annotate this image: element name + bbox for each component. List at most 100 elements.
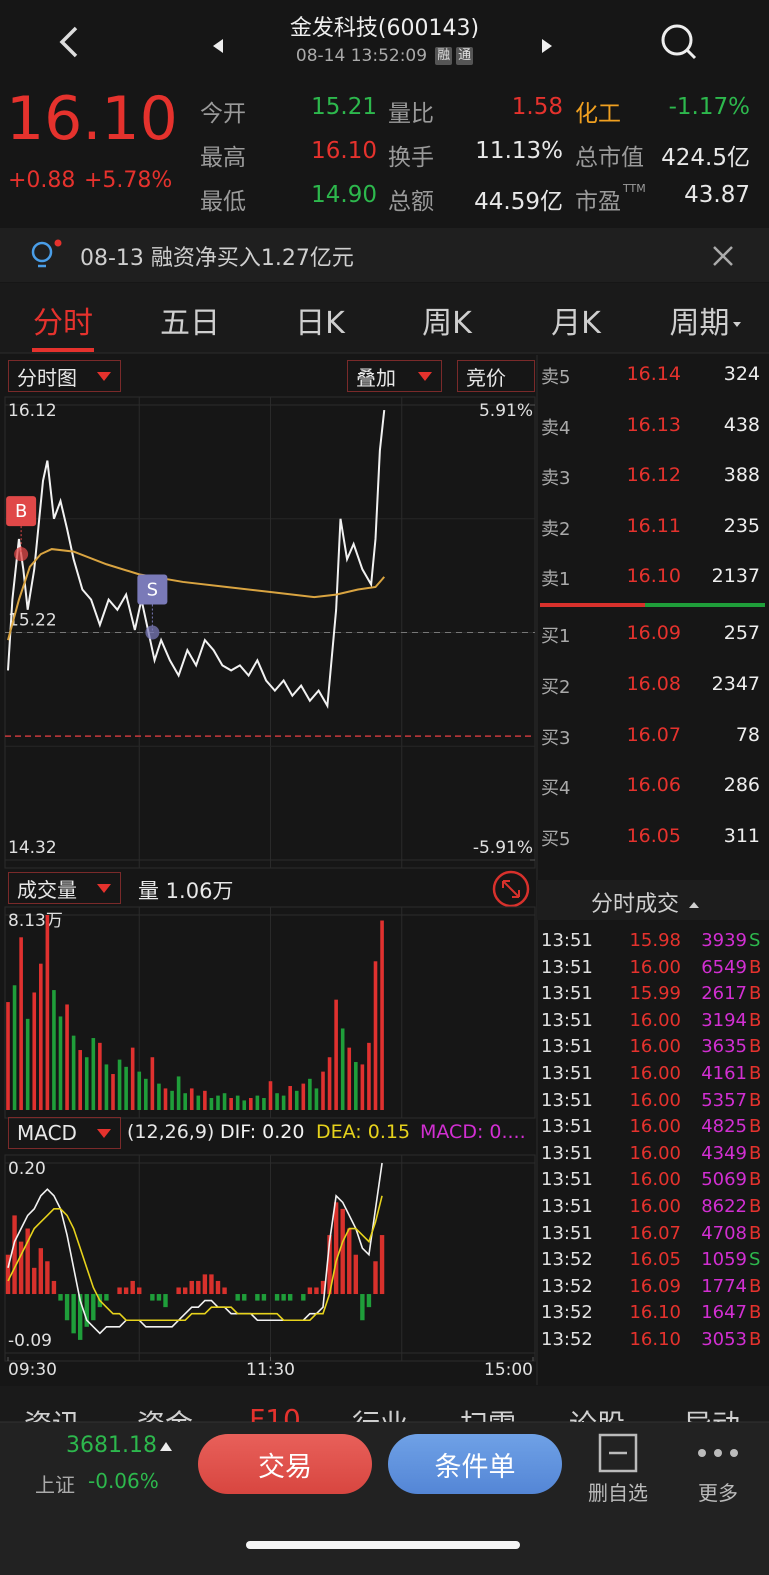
stat-value: 43.87 (684, 182, 750, 208)
volume-bar (45, 915, 50, 1110)
trade-price: 16.10 (629, 1329, 681, 1350)
index-value-box[interactable]: 3681.18 (66, 1433, 172, 1458)
trade-time: 13:52 (541, 1302, 593, 1324)
sub-tab[interactable]: 资金 (115, 1403, 215, 1422)
tab[interactable]: 月K (516, 298, 636, 342)
volume-button[interactable]: 成交量 (8, 872, 121, 904)
macd-bar (163, 1294, 168, 1308)
back-button[interactable] (59, 26, 78, 58)
tab[interactable]: 分时 (3, 298, 123, 342)
volume-bar (111, 1074, 115, 1110)
macd-params: (12,26,9) (127, 1121, 215, 1143)
trade-time: 13:51 (541, 930, 593, 951)
action-button[interactable]: 条件单 (388, 1434, 562, 1494)
trades-title[interactable]: 分时成交 (591, 886, 700, 918)
book-volume: 438 (723, 413, 760, 436)
book-price: 16.12 (626, 464, 681, 486)
chart-mode-button[interactable]: 分时图 (8, 360, 121, 392)
index-value: 3681.18 (66, 1433, 157, 1458)
sub-tab[interactable]: 资讯 (2, 1403, 102, 1422)
book-price: 16.08 (626, 672, 681, 695)
book-price: 16.10 (626, 565, 681, 587)
trade-price: 15.99 (629, 983, 681, 1005)
volume-bar (78, 1050, 82, 1110)
trade-side: B (749, 1063, 762, 1084)
book-price: 16.11 (626, 514, 681, 537)
volume-bar (150, 1057, 155, 1110)
stat-label: 量比 (388, 101, 434, 127)
trade-volume: 3939 (701, 930, 747, 951)
tab-label: 周期 (669, 306, 730, 341)
volume-bar (294, 1090, 299, 1110)
indicator-button[interactable]: MACD (8, 1117, 121, 1149)
caret (418, 371, 432, 381)
stat-value: -1.17% (668, 94, 750, 120)
volume-bar (39, 963, 43, 1110)
trade-volume: 5069 (701, 1169, 747, 1191)
book-volume: 311 (723, 825, 760, 848)
subtab-strip: 资讯资金 F10 行业扫雷论股异动 (0, 1395, 769, 1422)
more-icon[interactable] (698, 1449, 738, 1457)
charts: 16.12 15.22 14.32 5.91% -5.91% B S 8.13万 0.20 -0.… (4, 396, 536, 1380)
action-button[interactable]: 交易 (198, 1434, 372, 1494)
y-tick-label: -0.09 (8, 1331, 52, 1351)
tab-label: 月K (551, 306, 601, 341)
volume-bar (163, 1088, 168, 1110)
stock-title: 金发科技(600143) (289, 16, 480, 41)
sub-tab[interactable]: 异动 (662, 1403, 762, 1422)
bottom-action[interactable]: 删自选 (588, 1481, 648, 1505)
volume-bar (91, 1038, 96, 1110)
trade-volume: 6549 (701, 956, 747, 978)
trade-side: B (749, 1142, 762, 1164)
stat-label: 总额 (388, 189, 434, 215)
sub-tab[interactable]: 行业 (330, 1403, 430, 1422)
volume-bar (203, 1090, 207, 1110)
sub-tab[interactable]: 扫雷 (438, 1403, 538, 1422)
macd-bar (71, 1294, 76, 1334)
trade-side: B (749, 1116, 762, 1138)
volume-bar (321, 1071, 325, 1110)
tab[interactable]: 周期 (645, 298, 765, 342)
remove-icon[interactable] (598, 1433, 638, 1473)
stat-label: 最高 (200, 145, 246, 171)
trade-side: B (749, 983, 762, 1005)
sub-tab[interactable]: 论股 (547, 1403, 647, 1422)
expand-button[interactable] (492, 870, 530, 908)
bottom-action[interactable]: 更多 (698, 1481, 738, 1505)
trade-time: 13:51 (541, 983, 593, 1005)
y-tick-label: 16.12 (8, 401, 57, 421)
close-notice[interactable] (713, 246, 733, 266)
search-button[interactable] (661, 24, 697, 60)
macd-bar (123, 1287, 129, 1295)
book-label: 买5 (541, 829, 571, 851)
home-indicator (246, 1541, 520, 1549)
notice-text[interactable]: 08-13 融资净买入1.27亿元 (80, 246, 354, 271)
sub-tab[interactable]: F10 (249, 1403, 301, 1422)
trade-price: 16.00 (629, 1169, 681, 1191)
overlay-button[interactable]: 叠加 (347, 360, 442, 392)
macd-bar (255, 1294, 260, 1301)
tab[interactable]: 周K (387, 298, 507, 342)
stat-label-box: 最高 (200, 138, 246, 172)
tab[interactable]: 日K (260, 298, 380, 342)
volume-bar (229, 1098, 233, 1110)
tab[interactable]: 五日 (130, 298, 250, 342)
volume-bar (12, 985, 17, 1110)
tab-label: 五日 (160, 306, 220, 341)
trade-side: B (749, 1089, 762, 1111)
auction-button[interactable]: 竞价 (457, 360, 535, 392)
macd-bar (196, 1280, 201, 1295)
trade-volume: 4349 (701, 1142, 747, 1164)
volume-bar (242, 1100, 247, 1110)
stat-label-box: 化工 (575, 94, 621, 128)
next-stock[interactable] (542, 39, 552, 53)
volume-bar (117, 1059, 122, 1110)
volume-bar (124, 1066, 128, 1110)
book-price: 16.14 (626, 363, 681, 385)
macd-bar (64, 1294, 70, 1321)
trade-price: 16.00 (629, 1089, 681, 1111)
prev-stock[interactable] (213, 39, 223, 53)
quote-time: 08-14 13:52:09 (295, 46, 428, 66)
stat-label: 总市值 (575, 145, 644, 171)
macd-bar (327, 1235, 332, 1295)
